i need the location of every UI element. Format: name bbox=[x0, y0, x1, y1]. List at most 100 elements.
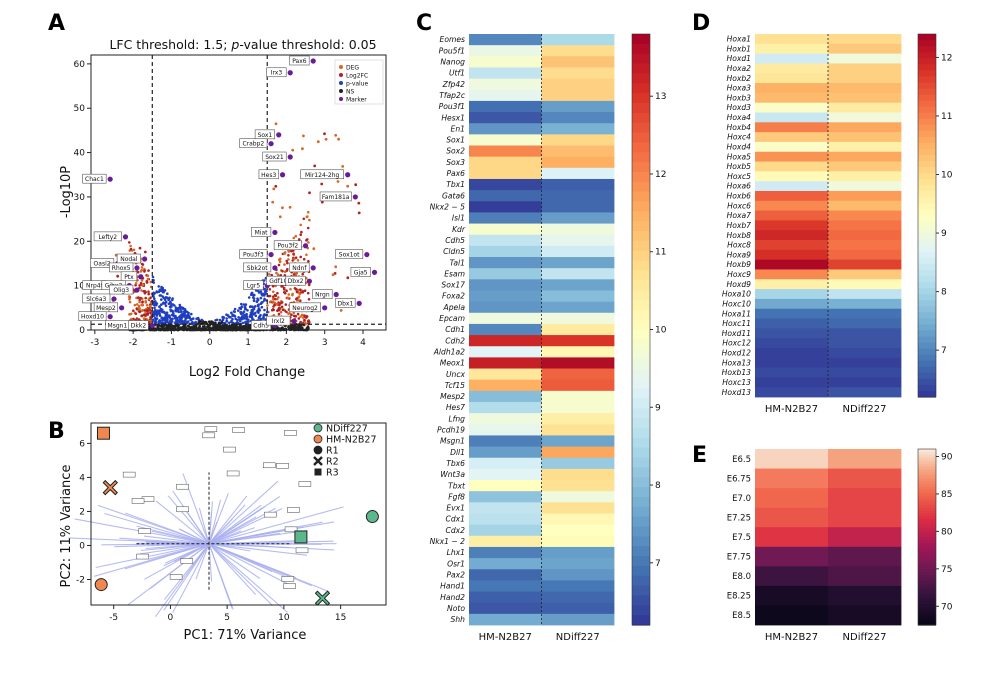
volcano-point bbox=[160, 298, 163, 301]
volcano-point bbox=[226, 314, 230, 317]
volcano-marker-label: Miat bbox=[255, 229, 269, 236]
volcano-marker-label: Nodal bbox=[120, 256, 138, 263]
panelE-cell bbox=[828, 507, 902, 528]
panelC-colorbar-band bbox=[632, 221, 650, 232]
volcano-ytick-label: 60 bbox=[74, 60, 86, 70]
volcano-point bbox=[302, 257, 306, 261]
panelD-colorbar-band bbox=[918, 318, 936, 325]
panelC-colorbar-band bbox=[632, 122, 650, 134]
panelC-cell bbox=[469, 480, 542, 492]
panelC-cell bbox=[469, 290, 542, 303]
panelC-cell bbox=[541, 312, 615, 325]
volcano-marker-label: Msgn1 bbox=[108, 323, 128, 330]
panelE-colorbar-band bbox=[918, 469, 936, 474]
panelE-colorbar-band bbox=[918, 457, 936, 462]
panelD-colorbar-band bbox=[918, 227, 936, 235]
panelC-cell bbox=[541, 424, 615, 436]
panelC-row-label: Cdh2 bbox=[445, 336, 465, 345]
volcano-marker-label: Irxl2 bbox=[272, 318, 285, 325]
panelD-cell bbox=[755, 122, 829, 133]
volcano-point bbox=[299, 288, 302, 292]
panelC-cell bbox=[469, 89, 542, 102]
pca-xtick-label: -5 bbox=[109, 613, 118, 623]
volcano-point bbox=[201, 325, 205, 328]
volcano-marker-box bbox=[285, 275, 306, 286]
panelD-row-label: Hoxc6 bbox=[727, 201, 751, 210]
volcano-marker bbox=[142, 256, 148, 262]
panelE-colorbar-label: 75 bbox=[941, 565, 952, 575]
volcano-point bbox=[299, 233, 303, 236]
volcano-point bbox=[259, 317, 263, 321]
panelC-cell bbox=[469, 435, 542, 447]
volcano-point bbox=[287, 250, 291, 253]
panelE-colorbar-band bbox=[918, 487, 936, 491]
volcano-point bbox=[281, 206, 284, 210]
panelC-row-label: Pou5f1 bbox=[439, 46, 465, 55]
pca-xtick-label: 5 bbox=[224, 613, 230, 623]
volcano-point bbox=[158, 305, 161, 308]
panelD-colorbar-band bbox=[918, 300, 936, 307]
volcano-marker bbox=[287, 154, 293, 160]
pca-loading-label-box bbox=[226, 470, 240, 477]
volcano-point bbox=[331, 273, 335, 277]
panelD-colorbar-band bbox=[918, 148, 936, 156]
volcano-legend-label: Log2FC bbox=[346, 73, 368, 80]
panelE-cell bbox=[828, 468, 902, 489]
volcano-marker-box bbox=[120, 271, 138, 282]
volcano-point bbox=[297, 288, 300, 292]
panelE-colorbar-band bbox=[918, 449, 936, 453]
volcano-ylabel: -Log10P bbox=[59, 166, 74, 218]
volcano-point bbox=[252, 312, 255, 316]
panelC-cell bbox=[541, 167, 615, 180]
panelC-row-label: Zfp42 bbox=[442, 80, 466, 89]
panelE-colorbar-band bbox=[918, 563, 936, 567]
volcano-point bbox=[316, 140, 320, 144]
volcano-point bbox=[276, 291, 279, 295]
volcano-point bbox=[145, 313, 148, 316]
volcano-point bbox=[233, 310, 236, 314]
volcano-point bbox=[280, 305, 284, 309]
panelD-row-label: Hoxb1 bbox=[726, 44, 751, 53]
panelC-row-label: Pax2 bbox=[446, 571, 465, 580]
pca-loading-label-box bbox=[138, 528, 151, 534]
volcano-point bbox=[228, 327, 232, 330]
panelC-cell bbox=[541, 569, 615, 581]
volcano-point bbox=[302, 134, 305, 138]
panelC-row-label: Sox2 bbox=[446, 147, 465, 156]
panelC-colorbar-band bbox=[632, 43, 650, 55]
panelC-colorbar-band bbox=[632, 378, 650, 390]
volcano-point bbox=[168, 316, 171, 319]
panelD-cell bbox=[828, 122, 902, 133]
volcano-point bbox=[158, 321, 162, 325]
volcano-point bbox=[141, 283, 145, 287]
panelD-cell bbox=[828, 83, 902, 94]
panelE-colorbar-band bbox=[918, 554, 936, 559]
panelC-row-label: Cdx2 bbox=[446, 526, 466, 535]
panelD-cell bbox=[828, 338, 902, 349]
volcano-point bbox=[128, 300, 132, 304]
panelD-cell bbox=[755, 240, 829, 251]
volcano-point bbox=[240, 302, 243, 306]
volcano-point bbox=[231, 314, 234, 318]
volcano-marker-label: Sox21 bbox=[265, 154, 284, 161]
volcano-point bbox=[298, 292, 302, 296]
panelE-cell bbox=[755, 449, 829, 469]
volcano-point bbox=[183, 310, 186, 313]
panelC-colorbar-band bbox=[632, 280, 650, 291]
panelC-cell bbox=[541, 279, 615, 291]
heatmap-e: E6.5 E6.75 E7.0 E7.25 E7.5 E7.75 E8.0 E8.25 E8.5… bbox=[727, 448, 953, 643]
panelE-colorbar-band bbox=[918, 548, 936, 553]
volcano-point bbox=[297, 238, 301, 241]
volcano-point bbox=[295, 290, 299, 294]
panelC-cell bbox=[541, 435, 615, 447]
volcano-point bbox=[181, 307, 185, 311]
panelE-colorbar-band bbox=[918, 572, 936, 576]
panelD-cell bbox=[828, 151, 902, 162]
panelC-cell bbox=[541, 446, 615, 459]
volcano-point bbox=[296, 259, 300, 262]
panelC-row-label: Nkx2 − 5 bbox=[430, 203, 466, 212]
panelD-colorbar-band bbox=[918, 191, 936, 198]
volcano-point bbox=[295, 271, 299, 275]
volcano-marker-label: Nrp4f bbox=[86, 283, 104, 290]
